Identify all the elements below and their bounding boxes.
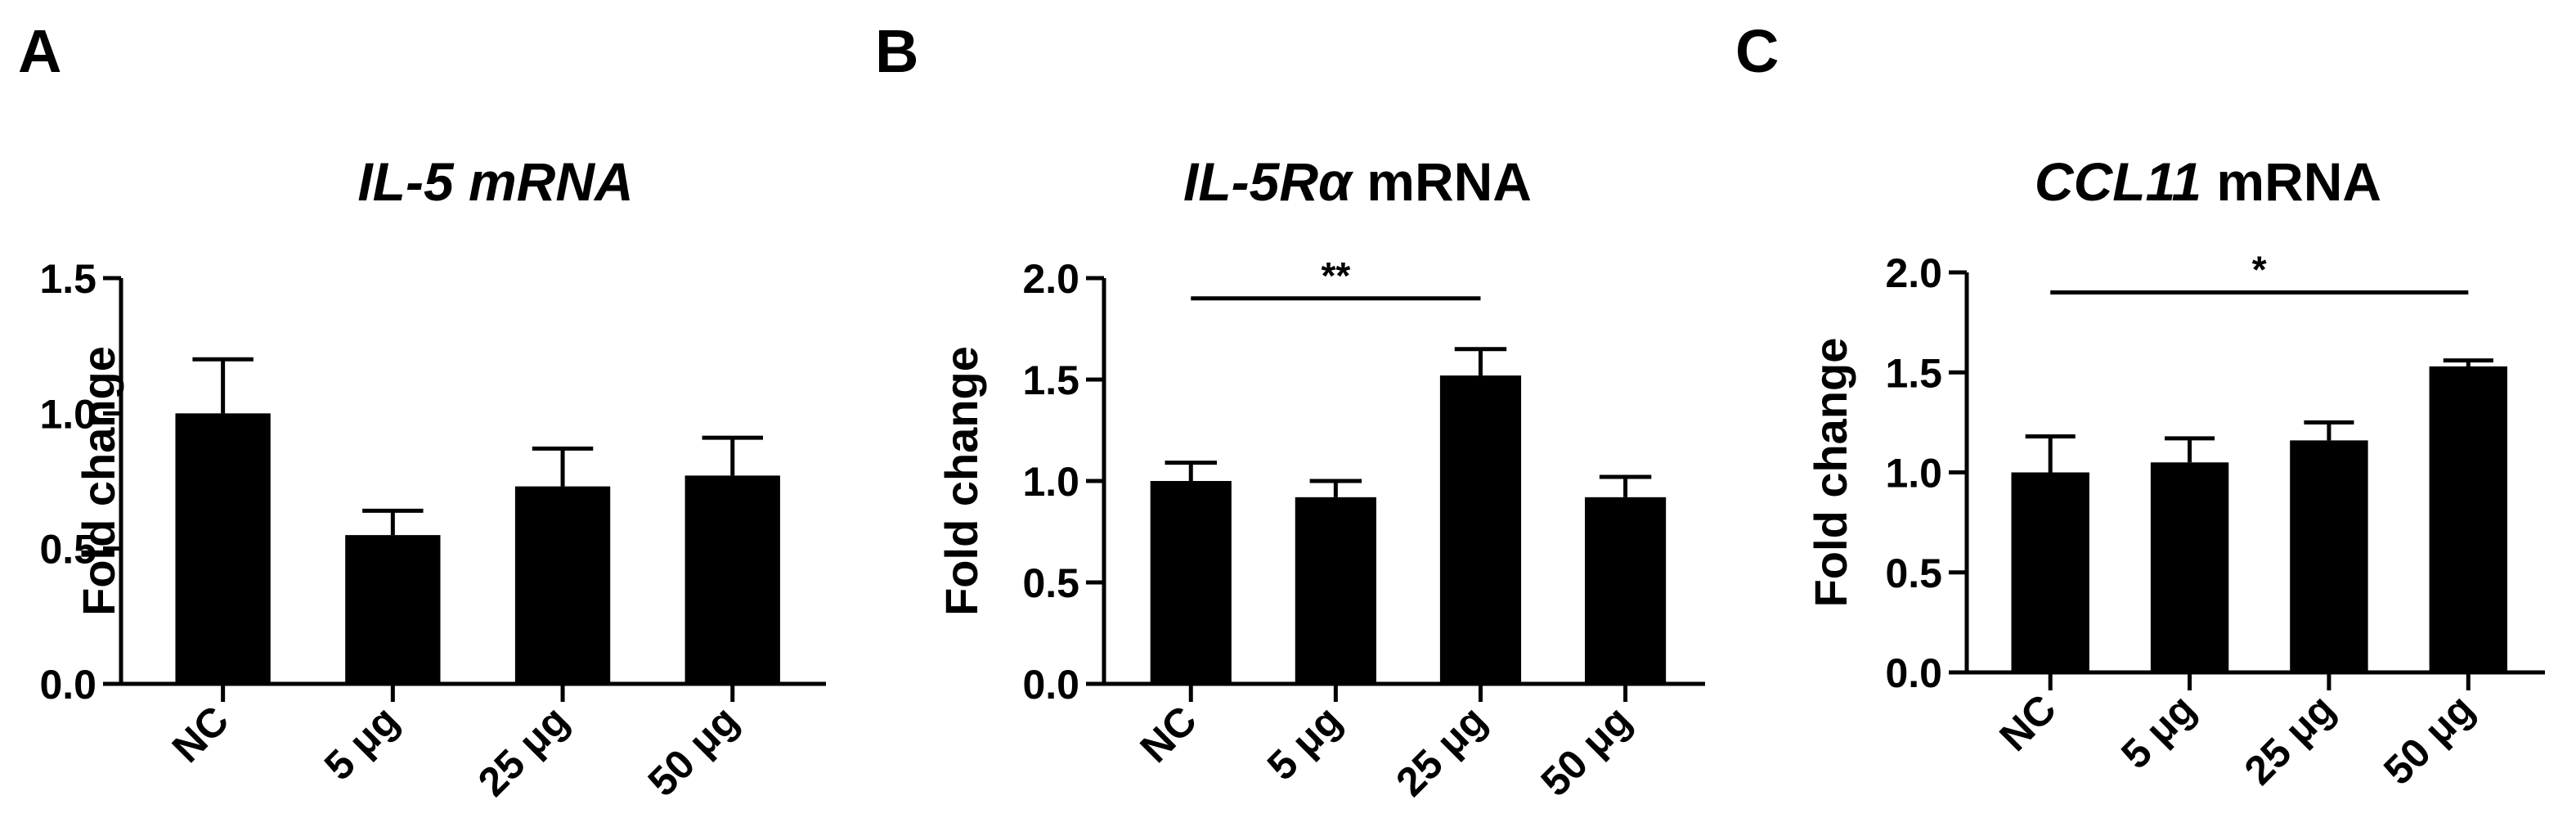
bar-0 (175, 413, 271, 684)
bar-0 (1150, 481, 1232, 684)
title-part: mRNA (1352, 151, 1532, 212)
chart-title: IL-5Rα mRNA (1183, 151, 1532, 212)
y-tick-label: 1.0 (39, 391, 96, 437)
chart-title: CCL11 mRNA (2035, 151, 2381, 212)
panel-b: B IL-5Rα mRNA Fold change 0.0 0.5 1.0 1.5 2.0 NC… (875, 17, 1705, 805)
y-tick-label: 0.5 (39, 527, 96, 573)
bar-3 (2429, 366, 2508, 672)
bar-2 (1439, 375, 1522, 684)
title-part: IL-5 mRNA (357, 151, 633, 212)
y-tick-label: 2.0 (1885, 250, 1942, 296)
x-tick-label-0: NC (164, 697, 238, 771)
x-tick-label-2: 25 μg (2236, 685, 2344, 793)
y-tick-label: 0.5 (1885, 551, 1942, 596)
x-tick-label-0: NC (1131, 697, 1205, 771)
y-tick-label: 2.0 (1022, 256, 1079, 302)
x-tick-label-3: 50 μg (2375, 685, 2483, 793)
title-part: IL-5Rα (1183, 151, 1354, 212)
panel-label: A (18, 17, 61, 85)
bar-2 (514, 486, 611, 684)
significance-label: ** (1321, 254, 1350, 297)
x-tick-label-1: 5 μg (1259, 697, 1350, 789)
significance-label: * (2252, 248, 2267, 290)
panel-label: C (1735, 17, 1779, 85)
y-tick-label: 0.0 (1885, 650, 1942, 696)
x-tick-label-3: 50 μg (1532, 697, 1640, 805)
y-axis-label: Fold change (936, 346, 987, 616)
panel-c: C CCL11 mRNA Fold change 0.0 0.5 1.0 1.5 2.0 NC 5… (1735, 17, 2545, 793)
bar-3 (684, 475, 780, 684)
bar-2 (2290, 440, 2368, 672)
y-tick-label: 1.5 (1022, 357, 1079, 403)
x-tick-label-1: 5 μg (2112, 685, 2204, 777)
y-tick-label: 0.5 (1022, 560, 1079, 606)
bar-0 (2011, 472, 2089, 672)
x-tick-label-2: 25 μg (469, 697, 577, 805)
y-tick-label: 1.5 (1885, 350, 1942, 396)
bar-1 (345, 535, 441, 684)
y-tick-label: 1.0 (1022, 459, 1079, 505)
y-tick-label: 0.0 (1022, 662, 1079, 708)
title-part: CCL11 (2035, 151, 2201, 212)
x-tick-label-3: 50 μg (640, 697, 747, 805)
y-tick-label: 1.5 (39, 256, 96, 302)
bar-1 (1295, 497, 1376, 684)
x-tick-label-1: 5 μg (316, 697, 407, 789)
y-tick-label: 0.0 (39, 662, 96, 708)
bar-3 (1585, 497, 1667, 684)
y-axis-label: Fold change (73, 346, 124, 616)
panel-a: A IL-5 mRNA Fold change 0.0 0.5 1.0 1.5 NC 5 μg 2… (18, 17, 826, 805)
title-part: mRNA (2201, 151, 2381, 212)
bar-1 (2150, 462, 2229, 672)
panel-label: B (875, 17, 918, 85)
chart-title: IL-5 mRNA (357, 151, 633, 212)
y-axis-label: Fold change (1805, 338, 1856, 608)
x-tick-label-0: NC (1990, 685, 2065, 760)
y-tick-label: 1.0 (1885, 451, 1942, 497)
x-tick-label-2: 25 μg (1387, 697, 1495, 805)
